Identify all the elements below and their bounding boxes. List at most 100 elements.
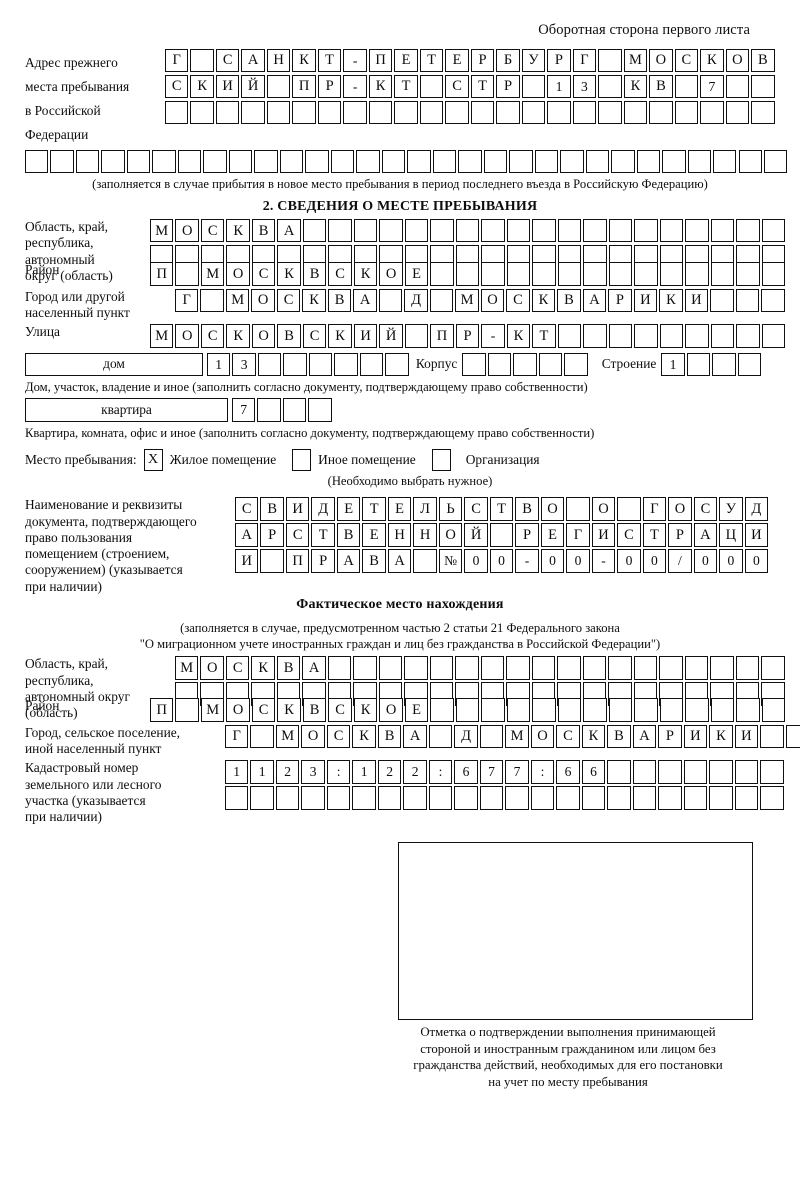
char-cell[interactable] xyxy=(598,49,622,73)
char-cell[interactable]: В xyxy=(302,698,327,722)
char-cell[interactable]: К xyxy=(302,288,326,313)
char-cell[interactable]: И xyxy=(235,549,259,573)
char-cell[interactable]: И xyxy=(734,724,759,749)
char-cell[interactable] xyxy=(260,549,284,573)
char-cell[interactable]: Т xyxy=(489,497,514,521)
char-cell[interactable] xyxy=(496,100,520,125)
char-cell[interactable]: 0 xyxy=(642,549,667,573)
char-cell[interactable]: С xyxy=(215,49,240,73)
char-cell[interactable] xyxy=(564,352,588,377)
char-cell[interactable] xyxy=(241,100,265,125)
char-cell[interactable]: О xyxy=(725,49,750,73)
char-cell[interactable] xyxy=(608,219,633,243)
char-cell[interactable] xyxy=(381,149,406,173)
char-cell[interactable] xyxy=(674,100,699,125)
char-cell[interactable] xyxy=(736,219,760,243)
char-cell[interactable] xyxy=(327,656,352,680)
char-cell[interactable]: А xyxy=(302,656,326,680)
char-cell[interactable]: С xyxy=(328,262,352,286)
char-cell[interactable] xyxy=(413,549,437,573)
char-cell[interactable] xyxy=(282,398,307,422)
char-cell[interactable]: М xyxy=(200,698,225,722)
flat-cells[interactable]: 7 xyxy=(232,398,334,422)
char-cell[interactable]: С xyxy=(328,698,352,722)
char-cell[interactable]: 6 xyxy=(581,760,606,784)
char-cell[interactable] xyxy=(521,74,546,99)
char-cell[interactable]: В xyxy=(362,549,386,573)
char-cell[interactable]: - xyxy=(343,49,367,73)
char-cell[interactable] xyxy=(254,149,278,173)
char-cell[interactable]: И xyxy=(633,288,658,313)
char-cell[interactable] xyxy=(302,219,327,243)
char-cell[interactable]: О xyxy=(379,698,403,722)
char-cell[interactable]: К xyxy=(353,698,378,722)
char-cell[interactable]: Й xyxy=(464,523,488,547)
char-cell[interactable]: Е xyxy=(394,49,418,73)
char-cell[interactable]: К xyxy=(506,324,531,348)
char-cell[interactable] xyxy=(308,352,333,377)
char-cell[interactable]: К xyxy=(623,74,648,99)
char-cell[interactable] xyxy=(343,100,367,125)
char-cell[interactable] xyxy=(165,100,189,125)
char-cell[interactable] xyxy=(683,786,708,810)
char-cell[interactable]: И xyxy=(744,523,769,547)
char-cell[interactable]: С xyxy=(165,74,189,99)
char-cell[interactable] xyxy=(353,219,378,243)
char-cell[interactable] xyxy=(101,149,125,173)
char-cell[interactable]: Г xyxy=(642,497,667,521)
char-cell[interactable]: П xyxy=(150,698,174,722)
char-cell[interactable]: К xyxy=(709,724,733,749)
char-cell[interactable] xyxy=(432,149,457,173)
char-cell[interactable] xyxy=(257,398,281,422)
char-cell[interactable] xyxy=(530,786,555,810)
char-cell[interactable]: № xyxy=(438,549,463,573)
char-cell[interactable]: А xyxy=(235,523,259,547)
char-cell[interactable]: 0 xyxy=(489,549,514,573)
char-cell[interactable] xyxy=(710,656,734,680)
char-cell[interactable] xyxy=(429,656,454,680)
char-cell[interactable]: Л xyxy=(413,497,437,521)
char-cell[interactable] xyxy=(538,352,563,377)
char-cell[interactable]: Н xyxy=(387,523,412,547)
char-cell[interactable] xyxy=(505,786,529,810)
char-cell[interactable] xyxy=(649,100,673,125)
char-cell[interactable] xyxy=(632,786,657,810)
char-cell[interactable]: Б xyxy=(496,49,520,73)
char-cell[interactable]: 0 xyxy=(744,549,769,573)
char-cell[interactable] xyxy=(175,698,199,722)
char-cell[interactable]: В xyxy=(277,324,301,348)
char-cell[interactable]: А xyxy=(241,49,265,73)
char-cell[interactable] xyxy=(152,149,176,173)
char-cell[interactable] xyxy=(359,352,384,377)
char-cell[interactable]: Т xyxy=(419,49,444,73)
char-cell[interactable] xyxy=(455,219,480,243)
char-cell[interactable] xyxy=(738,149,762,173)
char-cell[interactable]: В xyxy=(557,288,581,313)
char-cell[interactable] xyxy=(583,262,607,286)
char-cell[interactable]: О xyxy=(480,288,505,313)
char-cell[interactable]: К xyxy=(292,49,316,73)
char-cell[interactable] xyxy=(557,219,582,243)
char-cell[interactable]: Р xyxy=(658,724,682,749)
char-cell[interactable]: Т xyxy=(311,523,335,547)
char-cell[interactable]: К xyxy=(352,724,376,749)
char-cell[interactable] xyxy=(377,786,402,810)
char-cell[interactable]: - xyxy=(481,324,505,348)
char-cell[interactable]: В xyxy=(336,523,361,547)
char-cell[interactable] xyxy=(521,100,546,125)
char-cell[interactable]: Й xyxy=(241,74,265,99)
char-cell[interactable]: П xyxy=(285,549,310,573)
checkbox-zhiloe[interactable]: X xyxy=(143,449,163,472)
char-cell[interactable]: И xyxy=(591,523,616,547)
char-cell[interactable]: Е xyxy=(336,497,361,521)
char-cell[interactable] xyxy=(557,324,582,348)
char-cell[interactable]: В xyxy=(607,724,631,749)
char-cell[interactable]: О xyxy=(540,497,565,521)
char-cell[interactable]: С xyxy=(235,497,259,521)
char-cell[interactable] xyxy=(215,100,240,125)
char-cell[interactable]: М xyxy=(175,656,199,680)
char-cell[interactable] xyxy=(712,352,736,377)
char-cell[interactable]: В xyxy=(649,74,673,99)
char-cell[interactable] xyxy=(736,698,760,722)
